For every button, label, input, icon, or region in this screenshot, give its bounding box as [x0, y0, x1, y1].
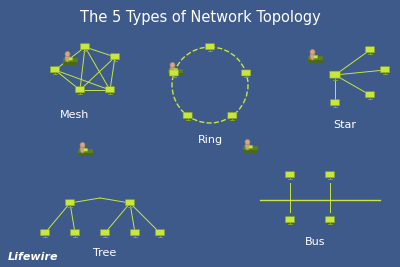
- Circle shape: [80, 143, 85, 147]
- FancyBboxPatch shape: [50, 67, 60, 73]
- FancyBboxPatch shape: [130, 230, 140, 236]
- FancyBboxPatch shape: [78, 149, 92, 153]
- FancyBboxPatch shape: [76, 87, 84, 93]
- FancyBboxPatch shape: [126, 200, 134, 206]
- FancyBboxPatch shape: [248, 145, 253, 148]
- FancyBboxPatch shape: [63, 62, 77, 64]
- FancyBboxPatch shape: [83, 148, 88, 151]
- FancyBboxPatch shape: [286, 172, 294, 178]
- FancyBboxPatch shape: [380, 67, 390, 73]
- Text: Bus: Bus: [305, 237, 325, 247]
- FancyBboxPatch shape: [78, 153, 92, 155]
- FancyBboxPatch shape: [242, 70, 251, 76]
- FancyBboxPatch shape: [206, 44, 214, 50]
- FancyBboxPatch shape: [330, 100, 340, 106]
- Circle shape: [245, 139, 250, 144]
- FancyBboxPatch shape: [286, 217, 294, 223]
- FancyBboxPatch shape: [326, 172, 334, 178]
- FancyBboxPatch shape: [243, 150, 257, 152]
- FancyBboxPatch shape: [110, 54, 120, 60]
- FancyBboxPatch shape: [183, 112, 192, 119]
- FancyBboxPatch shape: [168, 73, 182, 75]
- FancyBboxPatch shape: [80, 44, 90, 50]
- FancyBboxPatch shape: [68, 57, 73, 60]
- FancyBboxPatch shape: [70, 230, 80, 236]
- FancyBboxPatch shape: [40, 230, 50, 236]
- FancyBboxPatch shape: [366, 47, 374, 53]
- FancyBboxPatch shape: [169, 70, 178, 76]
- Text: Ring: Ring: [198, 135, 222, 145]
- FancyBboxPatch shape: [100, 230, 110, 236]
- FancyBboxPatch shape: [308, 56, 322, 60]
- Text: Star: Star: [334, 120, 356, 130]
- Text: Mesh: Mesh: [60, 110, 90, 120]
- FancyBboxPatch shape: [366, 92, 374, 98]
- Ellipse shape: [80, 145, 85, 153]
- FancyBboxPatch shape: [156, 230, 164, 236]
- Ellipse shape: [170, 65, 175, 73]
- Circle shape: [170, 62, 175, 68]
- Text: Lifewire: Lifewire: [8, 252, 58, 262]
- FancyBboxPatch shape: [326, 217, 334, 223]
- Ellipse shape: [245, 142, 250, 150]
- FancyBboxPatch shape: [63, 58, 77, 62]
- Circle shape: [310, 49, 315, 54]
- Ellipse shape: [310, 52, 315, 60]
- Circle shape: [65, 52, 70, 57]
- FancyBboxPatch shape: [106, 87, 114, 93]
- FancyBboxPatch shape: [168, 69, 182, 73]
- FancyBboxPatch shape: [330, 71, 340, 78]
- Ellipse shape: [65, 54, 70, 62]
- FancyBboxPatch shape: [66, 200, 74, 206]
- Text: Tree: Tree: [93, 248, 117, 258]
- Text: The 5 Types of Network Topology: The 5 Types of Network Topology: [80, 10, 320, 25]
- FancyBboxPatch shape: [228, 112, 237, 119]
- FancyBboxPatch shape: [173, 68, 178, 71]
- FancyBboxPatch shape: [308, 60, 322, 62]
- FancyBboxPatch shape: [313, 55, 318, 58]
- FancyBboxPatch shape: [243, 146, 257, 150]
